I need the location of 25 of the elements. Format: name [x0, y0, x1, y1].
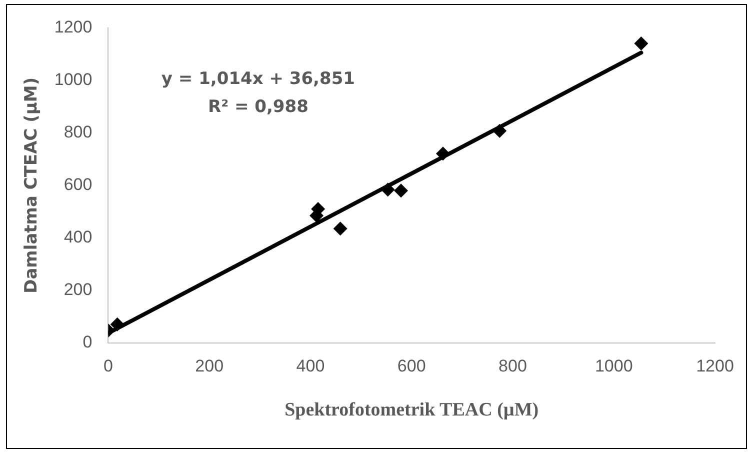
point	[110, 317, 124, 332]
point	[634, 36, 648, 50]
x-tick-label: 1000	[594, 356, 633, 376]
annotation: R² = 0,988	[208, 97, 308, 117]
y-tick-label: 1200	[54, 18, 92, 37]
annotation: y = 1,014x + 36,851	[161, 69, 356, 89]
x-tick-label: 800	[498, 356, 527, 376]
point	[492, 124, 507, 138]
point	[394, 184, 408, 198]
x-tick-label: 0	[103, 356, 113, 376]
x-tick-label: 200	[195, 356, 224, 376]
point	[380, 182, 395, 197]
x-tick-label: 400	[296, 356, 325, 376]
y-axis-title: Damlatma CTEAC (µM)	[22, 77, 42, 294]
x-tick-label: 1200	[696, 356, 734, 376]
y-tick-label: 1000	[54, 70, 92, 90]
y-tick-label: 400	[64, 228, 92, 247]
x-axis-title: Spektrofotometrik TEAC (µM)	[284, 400, 539, 421]
y-tick-label: 0	[82, 332, 92, 352]
x-tick-label: 600	[397, 356, 426, 376]
y-tick-label: 600	[64, 175, 92, 194]
point	[436, 146, 450, 161]
point	[333, 222, 348, 236]
y-tick-label: 200	[64, 280, 92, 300]
y-tick-label: 800	[64, 122, 92, 142]
